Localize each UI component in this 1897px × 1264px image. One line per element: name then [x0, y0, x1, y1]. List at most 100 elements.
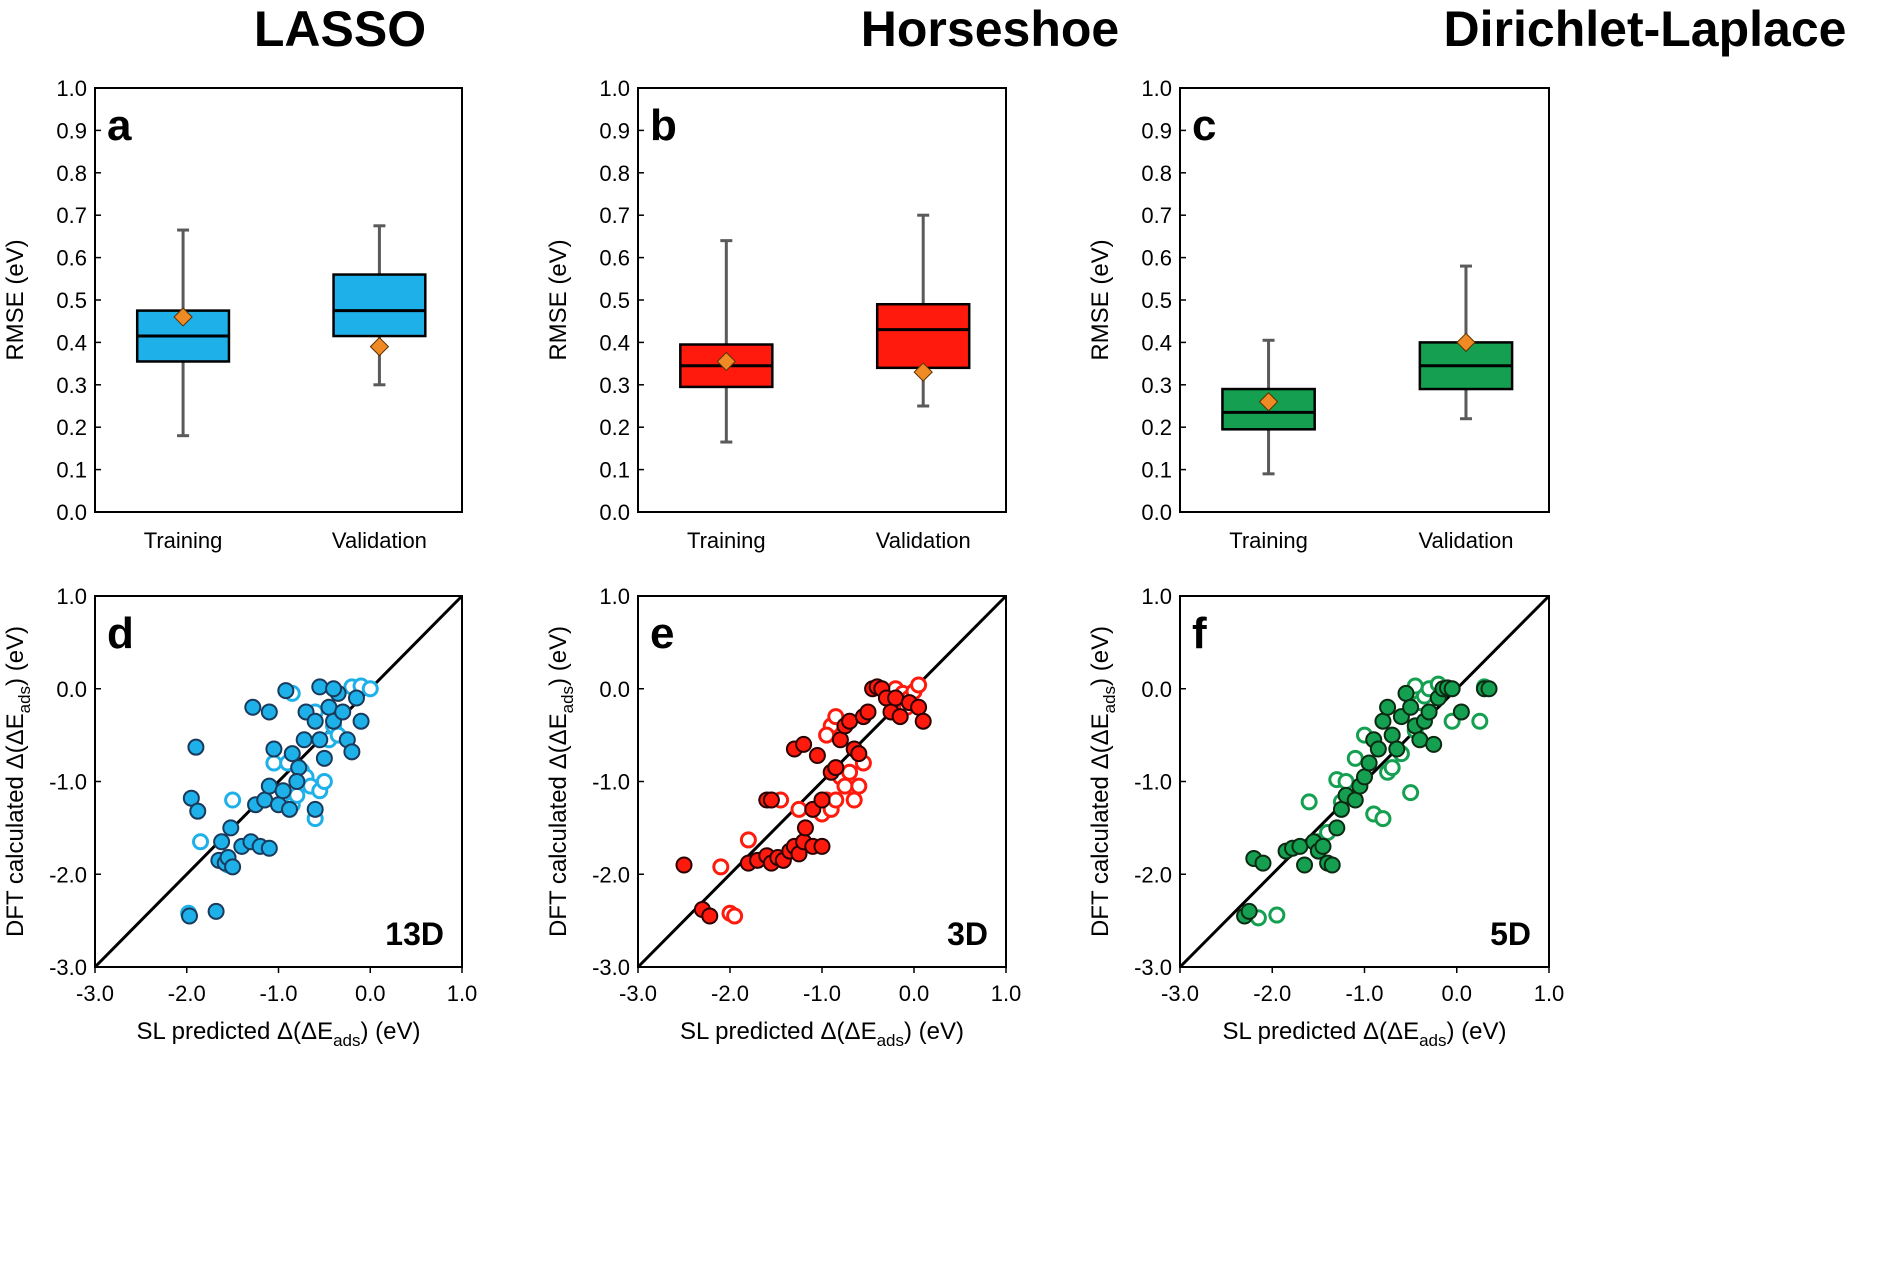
validation-point: [1471, 712, 1489, 730]
mean-marker: [1258, 392, 1279, 412]
y-tick-label: 0.2: [1141, 415, 1172, 440]
y-tick-label: 1.0: [599, 584, 630, 609]
y-axis-label-subscript: ads: [1100, 686, 1119, 713]
x-axis-label: SL predicted Δ(ΔEads) (eV): [1222, 1018, 1506, 1050]
y-tick-label: 0.3: [56, 373, 87, 398]
boxplot-panel-a: 0.0 0.1 0.2 0.3 0.4 0.5 0.6 0.7 0.8 0.9 1.0 RMSE (e…: [2, 76, 463, 553]
y-axis-label: RMSE (eV): [545, 239, 572, 360]
validation-point: [1300, 793, 1318, 811]
y-tick-label: 0.3: [599, 373, 630, 398]
training-point: [887, 689, 905, 707]
x-category-label: Training: [687, 528, 766, 553]
y-tick-label: 0.4: [599, 330, 630, 355]
y-tick-label: 1.0: [56, 76, 87, 101]
x-axis-label-text: ) (eV): [904, 1018, 964, 1045]
y-tick-label: 0.0: [56, 500, 87, 525]
training-point: [762, 791, 780, 809]
y-tick-label: -3.0: [49, 955, 87, 980]
y-tick-label: -1.0: [1134, 770, 1172, 795]
training-point: [311, 678, 329, 696]
y-axis-label: RMSE (eV): [2, 239, 29, 360]
x-tick-label: -3.0: [1161, 981, 1199, 1006]
y-tick-label: 0.3: [1141, 373, 1172, 398]
validation-point: [315, 773, 333, 790]
column-title-lasso: LASSO: [254, 1, 426, 57]
training-point: [1240, 902, 1258, 920]
training-point: [891, 708, 909, 726]
validation-point: [850, 777, 868, 795]
training-point: [1420, 703, 1438, 721]
box-training: [679, 239, 774, 444]
training-point: [1425, 735, 1443, 753]
dimension-label: 3D: [947, 916, 988, 952]
parity-line: [636, 594, 1008, 969]
validation-point: [836, 777, 854, 795]
column-title-horseshoe: Horseshoe: [861, 1, 1119, 57]
validation-point: [790, 800, 808, 818]
training-point: [260, 777, 278, 795]
training-point: [265, 740, 283, 758]
y-axis-label-text: DFT calculated Δ(ΔE: [545, 713, 572, 937]
y-tick-label: 0.0: [599, 677, 630, 702]
y-tick-label: 0.6: [56, 246, 87, 271]
validation-point: [1346, 749, 1364, 767]
iqr-box: [332, 273, 427, 338]
box-training: [1221, 338, 1316, 476]
x-axis-label-text: SL predicted Δ(ΔE: [136, 1018, 333, 1045]
y-tick-label: 0.0: [56, 677, 87, 702]
x-category-label: Validation: [876, 528, 971, 553]
box-training: [135, 228, 231, 438]
y-tick-label: 1.0: [599, 76, 630, 101]
validation-point: [818, 726, 836, 744]
validation-point: [1374, 810, 1392, 828]
training-point: [315, 749, 333, 767]
y-axis-label-subscript: ads: [558, 686, 577, 713]
x-category-label: Training: [1229, 528, 1308, 553]
training-point: [808, 747, 826, 765]
validation-point: [1383, 759, 1401, 777]
training-point: [1332, 800, 1350, 818]
training-point: [1328, 819, 1346, 837]
training-point: [325, 680, 343, 698]
training-point: [701, 907, 719, 925]
y-tick-label: 0.9: [599, 118, 630, 143]
validation-point: [1402, 784, 1420, 802]
y-tick-label: -1.0: [49, 770, 87, 795]
x-axis-label: SL predicted Δ(ΔEads) (eV): [680, 1018, 964, 1050]
x-tick-label: -2.0: [1253, 981, 1291, 1006]
box-validation: [1418, 264, 1514, 421]
boxplot-panel-c: 0.0 0.1 0.2 0.3 0.4 0.5 0.6 0.7 0.8 0.9 1.0 RMSE (e…: [1087, 76, 1550, 553]
training-point: [859, 703, 877, 721]
y-tick-label: 0.9: [1141, 118, 1172, 143]
training-point: [1397, 684, 1415, 702]
validation-point: [841, 763, 859, 781]
parity-line: [93, 594, 464, 969]
training-point: [1388, 740, 1406, 758]
training-point: [277, 682, 295, 700]
y-tick-label: 1.0: [56, 584, 87, 609]
x-tick-label: 1.0: [991, 981, 1022, 1006]
y-axis-label-text: DFT calculated Δ(ΔE: [1087, 713, 1114, 937]
mean-marker: [716, 351, 737, 372]
training-point: [213, 833, 231, 851]
scatter-panel-e: -3.0 -2.0 -1.0 0.0 1.0 -3.0 -2.0 -1.0 0.0 1.0 SL p…: [545, 584, 1021, 1050]
x-tick-label: -1.0: [803, 981, 841, 1006]
x-category-label: Validation: [332, 528, 427, 553]
x-axis-label-subscript: ads: [877, 1031, 904, 1050]
iqr-box: [875, 302, 971, 370]
training-point: [914, 712, 932, 730]
training-point: [352, 712, 370, 730]
x-category-label: Training: [144, 528, 223, 553]
y-axis-label-subscript: ads: [15, 686, 34, 713]
y-tick-label: -1.0: [592, 770, 630, 795]
validation-point: [827, 791, 845, 809]
y-tick-label: 0.5: [1141, 288, 1172, 313]
y-axis-label-text: DFT calculated Δ(ΔE: [2, 713, 29, 937]
y-tick-label: 0.0: [1141, 500, 1172, 525]
y-tick-label: 0.9: [56, 118, 87, 143]
training-point: [274, 782, 292, 800]
x-category-label: Validation: [1418, 528, 1513, 553]
training-point: [334, 703, 352, 721]
x-tick-label: -3.0: [619, 981, 657, 1006]
